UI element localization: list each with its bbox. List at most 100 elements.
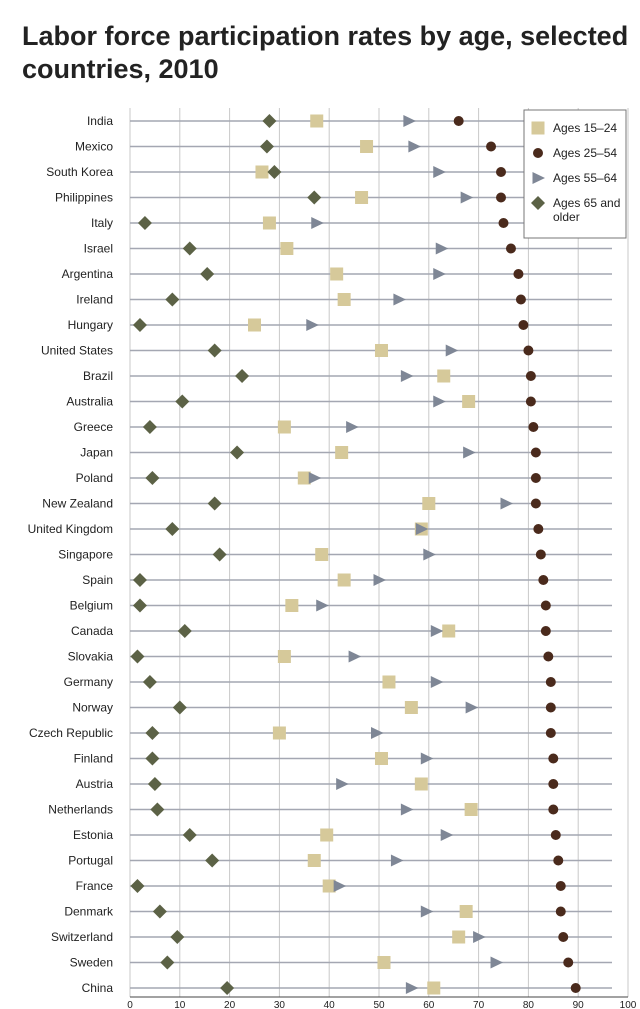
- marker-ages-55-64-denmark: [420, 905, 434, 918]
- country-label-ireland: Ireland: [76, 293, 113, 307]
- marker-ages-25-54-denmark: [555, 906, 566, 917]
- marker-ages-55-64-brazil: [400, 370, 414, 382]
- marker-ages-65-and-older-norway: [172, 700, 187, 715]
- marker-ages-25-54-netherlands: [548, 804, 559, 815]
- marker-ages-55-64-germany: [430, 676, 444, 688]
- marker-ages-25-54-mexico: [486, 141, 497, 152]
- marker-ages-25-54-france: [555, 881, 566, 891]
- marker-ages-15-24-belgium: [285, 599, 299, 612]
- marker-ages-65-and-older-south-korea: [267, 165, 282, 179]
- x-axis: 0 10 20 30 40 50 60 70 80 90 100 India Mexico South K…: [28, 114, 637, 1009]
- marker-ages-15-24-china: [427, 981, 441, 995]
- marker-ages-65-and-older-austria: [147, 777, 162, 791]
- marker-ages-15-24-poland: [297, 471, 311, 485]
- marker-ages-55-64-netherlands: [400, 803, 414, 816]
- marker-ages-15-24-singapore: [315, 548, 329, 561]
- marker-ages-65-and-older-japan: [230, 445, 245, 460]
- marker-ages-65-and-older-denmark: [152, 904, 167, 919]
- country-label-mexico: Mexico: [75, 140, 113, 154]
- marker-ages-55-64-canada: [430, 625, 444, 637]
- marker-ages-25-54-czech-republic: [545, 728, 556, 738]
- marker-ages-15-24-switzerland: [452, 930, 466, 944]
- country-label-poland: Poland: [76, 471, 113, 485]
- marker-ages-65-and-older-netherlands: [150, 802, 165, 817]
- country-label-germany: Germany: [64, 675, 113, 689]
- marker-ages-15-24-ireland: [337, 293, 351, 306]
- country-label-new-zealand: New Zealand: [42, 497, 113, 511]
- marker-ages-65-and-older-spain: [132, 573, 147, 587]
- marker-ages-15-24-norway: [404, 701, 418, 714]
- marker-ages-15-24-france: [322, 879, 336, 893]
- country-label-hungary: Hungary: [68, 318, 113, 332]
- x-tick-label-60: 60: [423, 1000, 435, 1009]
- marker-ages-65-and-older-finland: [145, 751, 160, 766]
- marker-ages-25-54-united-kingdom: [533, 524, 544, 534]
- marker-ages-65-and-older-czech-republic: [145, 726, 160, 740]
- marker-ages-65-and-older-singapore: [212, 547, 227, 562]
- marker-ages-25-54-belgium: [540, 600, 551, 611]
- marker-ages-65-and-older-brazil: [235, 369, 250, 383]
- marker-ages-55-64-greece: [346, 421, 359, 433]
- country-label-argentina: Argentina: [62, 267, 114, 281]
- legend-marker-ages-25-54: [533, 148, 543, 158]
- marker-ages-65-and-older-slovakia: [130, 649, 145, 664]
- marker-ages-25-54-united-states: [523, 345, 534, 356]
- marker-ages-55-64-sweden: [490, 956, 504, 969]
- marker-ages-15-24-hungary: [248, 318, 261, 332]
- marker-ages-15-24-italy: [262, 216, 276, 230]
- x-tick-label-40: 40: [324, 1000, 336, 1009]
- legend-label-ages-55-64: Ages 55–64: [553, 171, 617, 185]
- marker-ages-55-64-czech-republic: [371, 727, 384, 739]
- marker-ages-15-24-portugal: [307, 854, 321, 867]
- country-label-united-states: United States: [41, 344, 113, 358]
- marker-ages-55-64-new-zealand: [500, 497, 513, 510]
- country-label-australia: Australia: [66, 395, 113, 409]
- country-label-portugal: Portugal: [68, 854, 113, 868]
- country-label-canada: Canada: [71, 624, 113, 638]
- marker-ages-55-64-portugal: [390, 854, 404, 867]
- marker-ages-15-24-united-states: [374, 344, 388, 357]
- x-tick-label-0: 0: [127, 1000, 133, 1009]
- country-label-norway: Norway: [72, 701, 113, 715]
- country-label-china: China: [82, 981, 114, 995]
- marker-ages-65-and-older-sweden: [160, 955, 175, 970]
- marker-ages-55-64-philippines: [460, 191, 474, 204]
- marker-ages-15-24-mexico: [360, 140, 374, 153]
- marker-ages-15-24-new-zealand: [422, 497, 436, 510]
- marker-ages-65-and-older-greece: [142, 420, 157, 434]
- country-label-estonia: Estonia: [73, 828, 113, 842]
- country-label-spain: Spain: [82, 573, 113, 587]
- country-label-finland: Finland: [74, 752, 113, 766]
- x-tick-label-30: 30: [274, 1000, 286, 1009]
- marker-ages-25-54-austria: [548, 779, 559, 789]
- marker-ages-15-24-austria: [414, 777, 428, 791]
- marker-ages-55-64-ireland: [393, 293, 406, 306]
- marker-ages-25-54-spain: [538, 575, 549, 585]
- legend-label-ages-65-and-older: Ages 65 and older: [553, 196, 620, 224]
- marker-ages-15-24-spain: [337, 573, 351, 587]
- marker-ages-25-54-israel: [505, 243, 516, 254]
- marker-ages-55-64-mexico: [408, 140, 421, 153]
- legend: Ages 15–24 Ages 25–54 Ages 55–64 Ages 65 an…: [523, 109, 627, 239]
- marker-ages-55-64-finland: [420, 752, 434, 765]
- marker-ages-55-64-united-kingdom: [415, 523, 429, 535]
- country-label-belgium: Belgium: [70, 599, 113, 613]
- marker-ages-25-54-japan: [530, 447, 541, 458]
- marker-ages-25-54-slovakia: [543, 651, 554, 662]
- x-tick-label-90: 90: [573, 1000, 585, 1009]
- marker-ages-55-64-spain: [373, 574, 386, 586]
- x-tick-label-50: 50: [373, 1000, 385, 1009]
- marker-ages-55-64-switzerland: [473, 931, 486, 943]
- marker-ages-25-54-singapore: [535, 549, 546, 560]
- x-tick-label-20: 20: [224, 1000, 236, 1009]
- marker-ages-65-and-older-united-kingdom: [165, 522, 180, 536]
- country-label-japan: Japan: [80, 446, 113, 460]
- country-label-denmark: Denmark: [64, 905, 114, 919]
- marker-ages-15-24-israel: [280, 242, 294, 255]
- marker-ages-65-and-older-portugal: [205, 853, 220, 868]
- marker-ages-55-64-south-korea: [433, 166, 446, 178]
- marker-ages-25-54-finland: [548, 753, 559, 764]
- data-markers: [130, 114, 581, 995]
- marker-ages-55-64-china: [405, 982, 419, 994]
